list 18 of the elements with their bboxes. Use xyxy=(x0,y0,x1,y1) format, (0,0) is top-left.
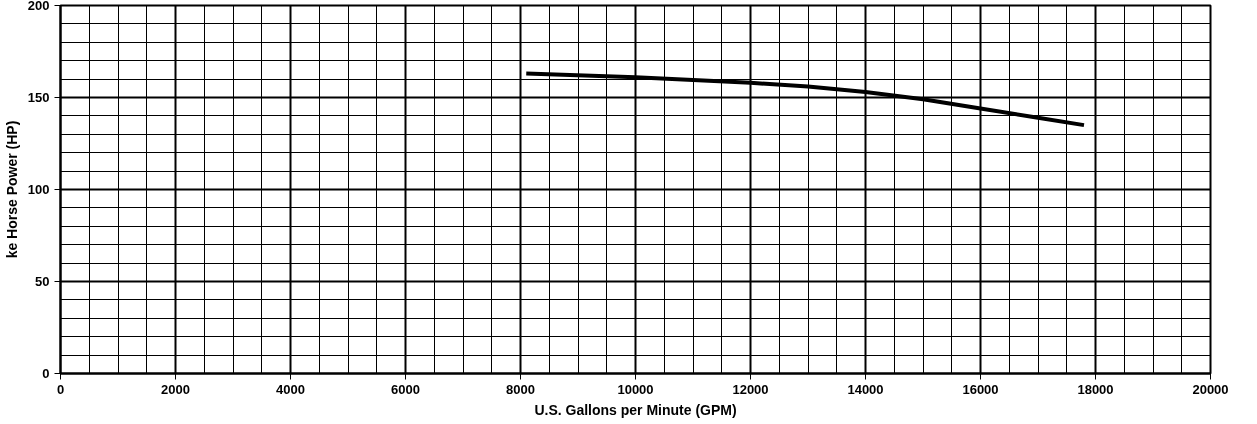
x-tick-label: 12000 xyxy=(732,381,769,397)
x-tick-label: 20000 xyxy=(1192,381,1229,397)
y-tick-label: 50 xyxy=(35,274,50,289)
x-tick-label: 4000 xyxy=(276,381,305,397)
x-tick-label: 16000 xyxy=(962,381,999,397)
y-tick-label: 100 xyxy=(27,182,50,197)
x-tick-label: 18000 xyxy=(1077,381,1114,397)
x-tick-label: 6000 xyxy=(391,381,420,397)
x-tick-label: 10000 xyxy=(617,381,654,397)
x-tick-label: 14000 xyxy=(847,381,884,397)
y-axis-title: ke Horse Power (HP) xyxy=(3,120,20,259)
y-tick-label: 0 xyxy=(42,366,50,381)
y-tick-label: 200 xyxy=(27,0,50,13)
y-tick-label: 150 xyxy=(27,90,50,105)
x-tick-label: 2000 xyxy=(161,381,190,397)
x-tick-label: 8000 xyxy=(506,381,535,397)
x-axis-title: U.S. Gallons per Minute (GPM) xyxy=(534,401,737,418)
x-tick-label: 0 xyxy=(56,381,65,397)
